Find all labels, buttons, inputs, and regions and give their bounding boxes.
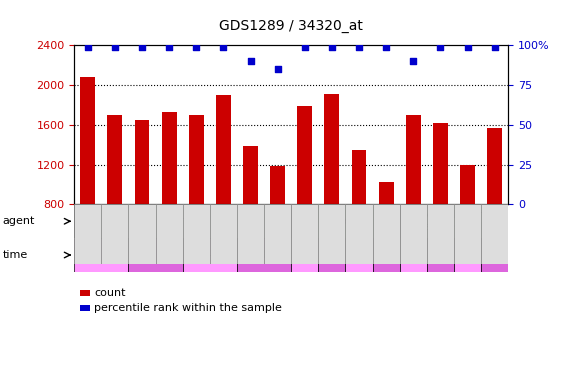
Bar — [427, 204, 454, 264]
Text: control: control — [163, 216, 202, 226]
Bar — [345, 238, 372, 272]
Point — [300, 44, 309, 50]
Point — [355, 44, 364, 50]
Point — [138, 44, 147, 50]
Bar — [183, 238, 237, 272]
Text: 1 h: 1 h — [93, 250, 110, 260]
Bar — [237, 238, 291, 272]
Text: TNFalpha and
parthenolide: TNFalpha and parthenolide — [416, 210, 492, 232]
Text: percentile rank within the sample: percentile rank within the sample — [94, 303, 282, 313]
Bar — [406, 115, 421, 204]
Bar — [155, 204, 183, 264]
Bar — [460, 165, 475, 204]
Bar — [297, 106, 312, 204]
Text: 1 h: 1 h — [296, 250, 313, 260]
Bar — [264, 204, 291, 264]
Bar — [237, 204, 264, 264]
Text: 24 h: 24 h — [456, 250, 479, 260]
Bar — [135, 120, 150, 204]
Bar — [454, 204, 481, 264]
Point — [164, 44, 174, 50]
Text: 24 h: 24 h — [198, 250, 222, 260]
Bar — [487, 128, 502, 204]
Bar — [74, 204, 291, 238]
Bar — [162, 112, 176, 204]
Bar — [291, 204, 400, 238]
Bar — [128, 204, 155, 264]
Point — [381, 44, 391, 50]
Point — [246, 58, 255, 64]
Bar — [352, 150, 367, 204]
Text: count: count — [94, 288, 126, 298]
Bar — [345, 204, 372, 264]
Bar — [216, 95, 231, 204]
Bar — [81, 77, 95, 204]
Text: 48 h: 48 h — [375, 250, 397, 260]
Bar — [379, 183, 393, 204]
Point — [273, 66, 282, 72]
Bar — [107, 115, 122, 204]
Point — [327, 44, 336, 50]
Bar — [481, 204, 508, 264]
Text: 1 h: 1 h — [405, 250, 421, 260]
Text: 4 h: 4 h — [147, 250, 164, 260]
Point — [490, 44, 499, 50]
Bar — [243, 146, 258, 204]
Bar — [400, 238, 427, 272]
Text: 48 h: 48 h — [252, 250, 276, 260]
Text: GDS1289 / 34320_at: GDS1289 / 34320_at — [219, 19, 363, 33]
Point — [436, 44, 445, 50]
Bar — [128, 238, 183, 272]
Text: agent: agent — [3, 216, 35, 226]
Text: 4 h: 4 h — [324, 250, 340, 260]
Bar — [319, 204, 345, 264]
Point — [110, 44, 119, 50]
Bar — [102, 204, 128, 264]
Bar — [291, 238, 319, 272]
Point — [219, 44, 228, 50]
Bar — [74, 204, 102, 264]
Bar — [74, 238, 128, 272]
Bar — [400, 204, 427, 264]
Bar — [400, 204, 508, 238]
Bar — [372, 238, 400, 272]
Bar — [189, 115, 204, 204]
Text: time: time — [3, 250, 28, 260]
Text: 4 h: 4 h — [432, 250, 449, 260]
Bar — [372, 204, 400, 264]
Bar — [481, 238, 508, 272]
Bar — [210, 204, 237, 264]
Point — [192, 44, 201, 50]
Text: 48 h: 48 h — [483, 250, 506, 260]
Bar — [433, 123, 448, 204]
Bar — [270, 165, 285, 204]
Bar — [454, 238, 481, 272]
Point — [83, 44, 93, 50]
Point — [463, 44, 472, 50]
Bar — [291, 204, 319, 264]
Bar — [319, 238, 345, 272]
Bar — [324, 94, 339, 204]
Bar — [427, 238, 454, 272]
Text: TNFalpha: TNFalpha — [320, 216, 371, 226]
Point — [409, 58, 418, 64]
Text: 24 h: 24 h — [348, 250, 371, 260]
Bar — [183, 204, 210, 264]
